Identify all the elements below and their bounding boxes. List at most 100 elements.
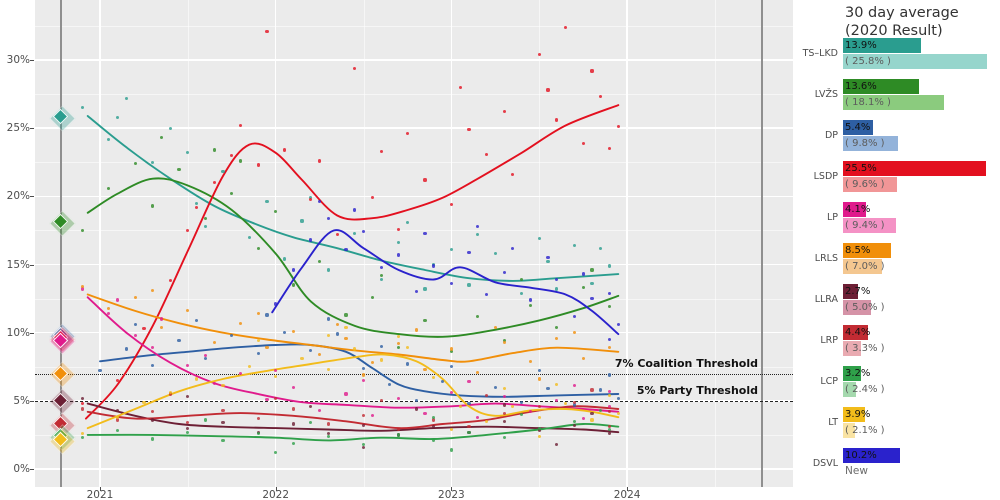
- poll-dot-LRP: [186, 421, 190, 425]
- poll-dot-DP: [616, 396, 620, 400]
- legend-avg-bar-DP: [843, 120, 874, 135]
- poll-dot-LRP: [274, 396, 278, 400]
- poll-dot-TS-LKD: [186, 151, 190, 155]
- poll-dot-DSVL: [581, 272, 585, 276]
- poll-dot-DSVL: [274, 302, 278, 306]
- poll-dot-LRP: [151, 410, 155, 414]
- poll-dot-LP: [151, 346, 155, 350]
- legend-panel: 30 day average (2020 Result) TS–LKD 13.9%…: [795, 0, 1000, 500]
- minor-gridline-h: [35, 94, 793, 96]
- legend-avg-bar-LT: [843, 407, 865, 422]
- poll-dot-LCP: [186, 430, 190, 434]
- poll-dot-LRLS: [572, 331, 576, 335]
- poll-dot-LP: [449, 391, 453, 395]
- poll-dot-TS-LKD: [599, 246, 603, 250]
- poll-dot-LT: [326, 333, 330, 337]
- minor-gridline-h: [35, 230, 793, 232]
- poll-dot-LCP: [572, 419, 576, 423]
- poll-dot-LRLS: [151, 288, 155, 293]
- poll-dot-LP: [274, 369, 278, 373]
- y-tick-label: 30%: [6, 54, 30, 67]
- minor-gridline-h: [35, 298, 793, 300]
- legend-party-label-LCP: LCP: [820, 376, 838, 387]
- poll-dot-LCP: [326, 434, 330, 438]
- poll-dot-DSVL: [590, 297, 594, 301]
- poll-dot-LSDP: [537, 53, 541, 57]
- legend-avg-value-LRP: 4.4%: [845, 327, 871, 338]
- poll-dot-LSDP: [467, 128, 471, 132]
- legend-party-label-LSDP: LSDP: [813, 171, 838, 182]
- legend-title-line2: (2020 Result): [845, 22, 943, 39]
- poll-dot-LRLS: [344, 336, 348, 340]
- poll-dot-DP: [414, 399, 418, 403]
- minor-gridline-h: [35, 162, 793, 164]
- poll-dot-LSDP: [353, 66, 357, 70]
- poll-dot-LT: [195, 377, 199, 381]
- poll-dot-TS-LKD: [590, 282, 594, 286]
- poll-dot-DP: [282, 331, 287, 335]
- poll-dot-DP: [151, 363, 155, 367]
- poll-dot-LRLS: [133, 295, 137, 299]
- poll-dot-DP: [449, 365, 453, 369]
- poll-dot-DSVL: [546, 256, 550, 260]
- poll-dot-LVZS: [212, 148, 216, 152]
- poll-dot-LCP: [151, 437, 155, 441]
- poll-dot-DSVL: [326, 216, 330, 220]
- poll-dot-DP: [133, 322, 137, 327]
- poll-dot-LSDP: [265, 29, 269, 34]
- poll-dot-LT: [537, 415, 541, 419]
- poll-dot-LCP: [537, 426, 541, 430]
- poll-dot-TS-LKD: [379, 277, 383, 282]
- legend-avg-bar-LVZS: [843, 79, 920, 94]
- y-tick-mark: [30, 400, 34, 402]
- poll-dot-LCP: [520, 412, 524, 417]
- poll-dot-LLRA: [221, 421, 225, 425]
- poll-dot-DSVL: [309, 238, 313, 242]
- x-tick-mark: [100, 487, 101, 491]
- legend-result-bar-LT: [843, 423, 855, 438]
- poll-dot-LRP: [607, 425, 612, 429]
- poll-dot-LRP: [484, 393, 489, 397]
- major-gridline-h: [35, 59, 793, 61]
- poll-dot-LRP: [115, 418, 120, 422]
- poll-dot-TS-LKD: [467, 283, 471, 287]
- y-tick-mark: [30, 469, 34, 470]
- poll-dot-DSVL: [397, 253, 401, 257]
- poll-dot-LSDP: [423, 178, 427, 182]
- minor-gridline-h: [35, 26, 793, 27]
- poll-dot-LRLS: [607, 346, 612, 350]
- y-tick-mark: [30, 264, 34, 266]
- poll-dot-LRP: [221, 408, 225, 412]
- poll-dot-LRLS: [186, 309, 190, 313]
- poll-dot-DSVL: [414, 290, 418, 294]
- legend-row-LP: LP 4.1% ( 9.4% ): [795, 202, 1000, 233]
- poll-dot-LVZS: [274, 209, 278, 213]
- legend-new-label-DSVL: New: [845, 465, 868, 477]
- legend-party-label-LVZS: LVŽS: [814, 89, 838, 100]
- poll-dot-LLRA: [502, 419, 506, 423]
- x-tick-mark: [627, 487, 629, 491]
- legend-row-LLRA: LLRA 2.7% ( 5.0% ): [795, 284, 1000, 315]
- poll-dot-TS-LKD: [115, 115, 120, 119]
- poll-dot-TS-LKD: [300, 219, 304, 223]
- poll-dot-LP: [423, 411, 427, 415]
- poll-dot-LP: [607, 404, 612, 408]
- poll-dot-LVZS: [520, 277, 524, 282]
- poll-dot-TS-LKD: [151, 160, 155, 164]
- poll-dot-LP: [397, 396, 401, 400]
- major-gridline-h: [35, 331, 793, 334]
- poll-dot-LCP: [80, 436, 85, 440]
- poll-dot-DP: [520, 400, 524, 404]
- legend-row-LRP: LRP 4.4% ( 3.3% ): [795, 325, 1000, 356]
- poll-dot-DP: [177, 339, 181, 343]
- poll-dot-DP: [441, 380, 445, 384]
- poll-dot-TS-LKD: [397, 241, 401, 245]
- poll-dot-LP: [238, 371, 243, 376]
- legend-result-value-LP: ( 9.4% ): [845, 220, 885, 231]
- poll-dot-LRP: [80, 407, 85, 411]
- poll-dot-LRP: [607, 410, 612, 414]
- minor-gridline-v: [714, 0, 716, 487]
- legend-avg-bar-DSVL: [843, 448, 901, 463]
- poll-dot-LT: [379, 358, 383, 362]
